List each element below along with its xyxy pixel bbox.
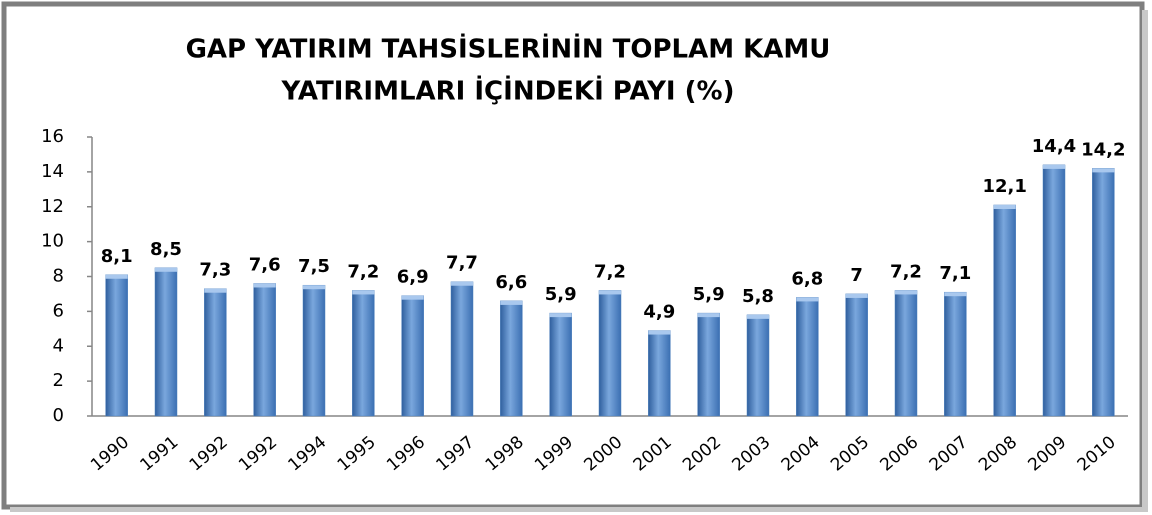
- bar: [746, 314, 770, 417]
- data-label: 7,7: [446, 253, 478, 274]
- bar-cap: [697, 313, 720, 318]
- y-tick-label: 4: [53, 335, 64, 356]
- data-label: 7,6: [249, 254, 281, 275]
- bar: [1092, 168, 1115, 417]
- bar-cap: [1092, 168, 1115, 173]
- data-label: 7,5: [298, 256, 330, 277]
- bar: [598, 290, 622, 417]
- data-label: 7,1: [939, 263, 971, 284]
- bar: [796, 297, 819, 417]
- y-tick-label: 16: [41, 126, 64, 147]
- bar-cap: [500, 300, 523, 305]
- bar-cap: [599, 290, 621, 295]
- bar: [302, 284, 326, 417]
- data-label: 5,8: [742, 286, 774, 307]
- bar: [648, 330, 671, 417]
- bar-cap: [253, 283, 276, 288]
- chart-title: GAP YATIRIM TAHSİSLERİNİN TOPLAM KAMU: [186, 33, 831, 65]
- y-tick-label: 10: [41, 231, 64, 252]
- data-label: 12,1: [982, 176, 1026, 197]
- bar-cap: [155, 267, 177, 272]
- bar-cap: [451, 281, 473, 286]
- bar-cap: [105, 274, 128, 279]
- y-tick-label: 14: [41, 161, 64, 182]
- data-label: 7,2: [890, 261, 922, 282]
- bar-cap: [993, 205, 1016, 210]
- bar-cap: [549, 313, 572, 318]
- data-label: 8,1: [101, 246, 133, 267]
- data-label: 5,9: [545, 284, 577, 305]
- data-label: 6,6: [495, 272, 527, 293]
- y-tick-label: 8: [53, 266, 64, 287]
- data-label: 7: [850, 265, 863, 286]
- data-label: 7,3: [199, 260, 231, 281]
- data-label: 4,9: [643, 302, 675, 323]
- bar: [1042, 164, 1066, 417]
- bar-cap: [352, 290, 375, 295]
- y-tick-label: 12: [41, 196, 64, 217]
- bar: [944, 291, 967, 417]
- bar-cap: [845, 293, 868, 298]
- frame-shadow: [10, 507, 1148, 512]
- bar: [697, 312, 720, 417]
- bar: [845, 293, 868, 417]
- data-label: 14,4: [1032, 136, 1076, 157]
- bar: [894, 290, 918, 417]
- bar-cap: [648, 330, 671, 335]
- chart-title: YATIRIMLARI İÇİNDEKİ PAYI (%): [281, 75, 735, 107]
- bar-cap: [303, 285, 325, 290]
- frame-shadow: [1142, 10, 1148, 510]
- data-label: 7,2: [594, 261, 626, 282]
- bar-cap: [796, 297, 819, 302]
- bar: [401, 295, 424, 417]
- bar-cap: [895, 290, 917, 295]
- bar-cap: [401, 295, 424, 300]
- data-label: 7,2: [347, 261, 379, 282]
- data-label: 6,9: [397, 267, 429, 288]
- bar-cap: [1043, 164, 1065, 169]
- bar: [253, 283, 276, 417]
- bar-cap: [204, 288, 227, 293]
- bar: [500, 300, 523, 417]
- bar: [154, 267, 178, 417]
- data-label: 8,5: [150, 239, 182, 260]
- bar: [204, 288, 227, 417]
- bar: [993, 204, 1016, 417]
- data-label: 5,9: [693, 284, 725, 305]
- bar: [105, 274, 128, 417]
- bar: [549, 312, 572, 417]
- bar-cap: [747, 314, 769, 319]
- y-tick-label: 2: [53, 370, 64, 391]
- data-label: 6,8: [791, 268, 823, 289]
- bar: [450, 281, 474, 417]
- y-tick-label: 0: [53, 405, 64, 426]
- bar: [352, 290, 375, 417]
- y-tick-label: 6: [53, 300, 64, 321]
- bar-cap: [944, 292, 967, 297]
- data-label: 14,2: [1081, 139, 1125, 160]
